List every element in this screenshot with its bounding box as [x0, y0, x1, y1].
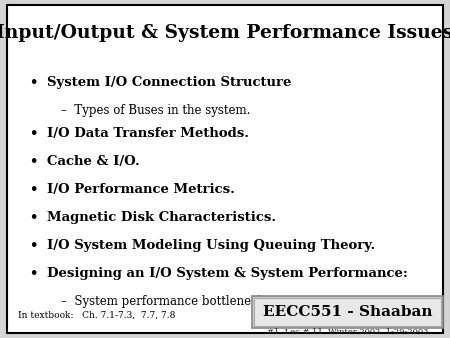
Text: •: • — [30, 76, 38, 89]
Text: Designing an I/O System & System Performance:: Designing an I/O System & System Perform… — [47, 267, 408, 280]
Text: I/O Performance Metrics.: I/O Performance Metrics. — [47, 183, 235, 196]
Text: In textbook:   Ch. 7.1-7.3,  7.7, 7.8: In textbook: Ch. 7.1-7.3, 7.7, 7.8 — [18, 310, 176, 319]
FancyBboxPatch shape — [254, 298, 441, 326]
Text: I/O System Modeling Using Queuing Theory.: I/O System Modeling Using Queuing Theory… — [47, 239, 375, 252]
Text: –  Types of Buses in the system.: – Types of Buses in the system. — [61, 104, 250, 117]
FancyBboxPatch shape — [7, 5, 443, 333]
Text: I/O Data Transfer Methods.: I/O Data Transfer Methods. — [47, 127, 249, 140]
Text: •: • — [30, 127, 38, 140]
Text: System I/O Connection Structure: System I/O Connection Structure — [47, 76, 292, 89]
FancyBboxPatch shape — [252, 296, 443, 328]
Text: Cache & I/O.: Cache & I/O. — [47, 155, 140, 168]
Text: Magnetic Disk Characteristics.: Magnetic Disk Characteristics. — [47, 211, 276, 224]
Text: •: • — [30, 239, 38, 252]
Text: –  System performance bottleneck.: – System performance bottleneck. — [61, 295, 268, 308]
Text: •: • — [30, 211, 38, 224]
Text: •: • — [30, 267, 38, 280]
Text: #1  Lec # 11  Winter 2002  1-29-2003: #1 Lec # 11 Winter 2002 1-29-2003 — [267, 328, 428, 336]
Text: •: • — [30, 155, 38, 168]
Text: •: • — [30, 183, 38, 196]
Text: EECC551 - Shaaban: EECC551 - Shaaban — [263, 305, 432, 319]
Text: Input/Output & System Performance Issues: Input/Output & System Performance Issues — [0, 24, 450, 42]
